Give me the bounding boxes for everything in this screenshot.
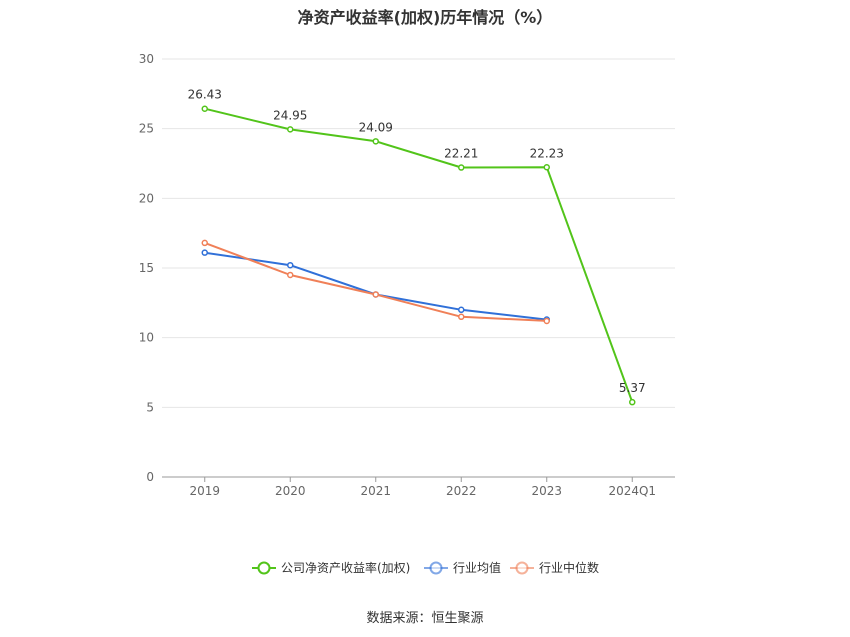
data-label-2022: 22.21 — [444, 147, 478, 161]
data-label-2019: 26.43 — [188, 88, 222, 102]
legend-marker-0 — [257, 561, 271, 575]
series-line-0 — [204, 107, 634, 403]
data-label-2020: 24.95 — [273, 108, 307, 122]
x-tick-label-2022: 2022 — [446, 484, 477, 498]
y-tick-label-15: 15 — [139, 261, 154, 275]
legend-label-1: 行业均值 — [453, 560, 501, 575]
data-point-0-2022 — [458, 164, 465, 171]
data-label-2024Q1: 5.37 — [619, 381, 646, 395]
legend-marker-1 — [429, 561, 443, 575]
y-tick-label-10: 10 — [139, 331, 154, 345]
y-tick-label-25: 25 — [139, 122, 154, 136]
y-tick-label-5: 5 — [146, 400, 154, 414]
legend-label-0: 公司净资产收益率(加权) — [281, 560, 410, 575]
data-label-2021: 24.09 — [359, 120, 393, 134]
legend-marker-2 — [515, 561, 529, 575]
data-point-2-2022 — [458, 313, 465, 321]
data-point-0-2019 — [201, 105, 208, 112]
data-point-2-2023 — [543, 317, 550, 325]
x-tick-label-2024Q1: 2024Q1 — [608, 484, 656, 498]
data-point-0-2023 — [543, 164, 550, 171]
data-point-1-2020 — [287, 261, 294, 269]
data-point-0-2021 — [372, 138, 379, 145]
x-tick-label-2023: 2023 — [531, 484, 562, 498]
x-tick-label-2019: 2019 — [189, 484, 220, 498]
y-tick-label-20: 20 — [139, 191, 154, 205]
data-point-1-2019 — [201, 249, 208, 256]
y-tick-label-0: 0 — [146, 470, 154, 484]
y-tick-label-30: 30 — [139, 52, 154, 66]
series-line-2 — [204, 241, 547, 322]
data-point-2-2021 — [372, 291, 379, 298]
x-tick-label-2020: 2020 — [275, 484, 306, 498]
legend-label-2: 行业中位数 — [539, 560, 599, 575]
data-point-2-2020 — [287, 271, 294, 279]
data-point-2-2019 — [201, 239, 208, 247]
data-point-1-2022 — [458, 306, 465, 314]
data-source-note: 数据来源：恒生聚源 — [366, 611, 484, 626]
data-point-0-2020 — [287, 126, 294, 133]
data-point-0-2024Q1 — [629, 398, 636, 406]
data-label-2023: 22.23 — [530, 146, 564, 160]
chart-title: 净资产收益率(加权)历年情况（%） — [297, 8, 553, 27]
x-tick-label-2021: 2021 — [360, 484, 391, 498]
